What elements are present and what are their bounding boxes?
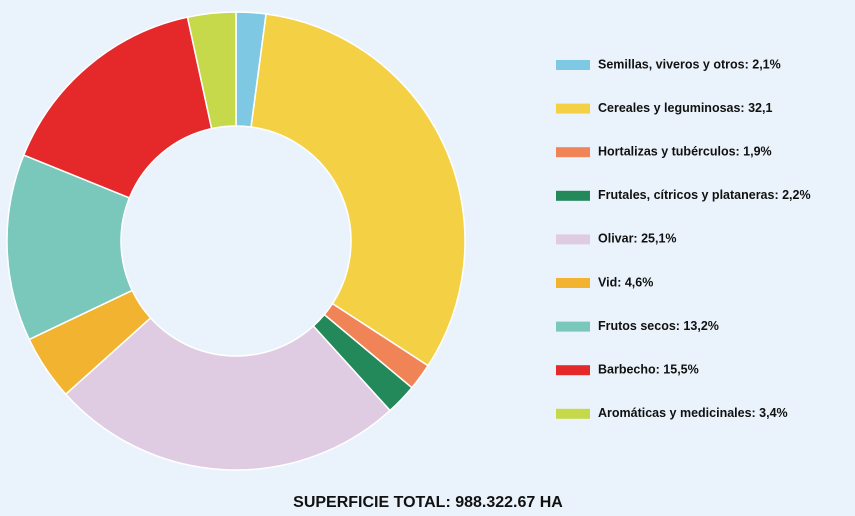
legend-swatch xyxy=(556,147,590,158)
legend-label: Olivar: 25,1% xyxy=(598,232,677,246)
legend-label: Cereales y leguminosas: 32,1 xyxy=(598,101,772,115)
donut-slice xyxy=(186,11,237,130)
legend-label: Barbecho: 15,5% xyxy=(598,362,699,376)
legend-label: Hortalizas y tubérculos: 1,9% xyxy=(598,144,772,158)
donut-slice xyxy=(6,154,134,341)
legend-label: Vid: 4,6% xyxy=(598,275,653,289)
legend-swatch xyxy=(556,408,590,419)
legend-swatch xyxy=(556,60,590,70)
donut-slice xyxy=(64,316,392,471)
legend-label: Frutales, cítricos y plataneras: 2,2% xyxy=(598,188,811,202)
donut-slice xyxy=(250,13,466,367)
legend-label: Semillas, viveros y otros: 2,1% xyxy=(598,57,781,71)
chart-title: SUPERFICIE TOTAL: 988.322.67 HA xyxy=(293,494,563,511)
legend-label: Aromáticas y medicinales: 3,4% xyxy=(598,406,788,420)
legend-swatch xyxy=(556,278,590,288)
legend-swatch xyxy=(556,103,590,114)
legend-swatch xyxy=(556,321,590,332)
legend-swatch xyxy=(556,365,590,376)
legend-swatch xyxy=(556,190,590,201)
legend-label: Frutos secos: 13,2% xyxy=(598,319,719,333)
legend-swatch xyxy=(556,234,590,245)
donut-slice xyxy=(22,16,213,199)
